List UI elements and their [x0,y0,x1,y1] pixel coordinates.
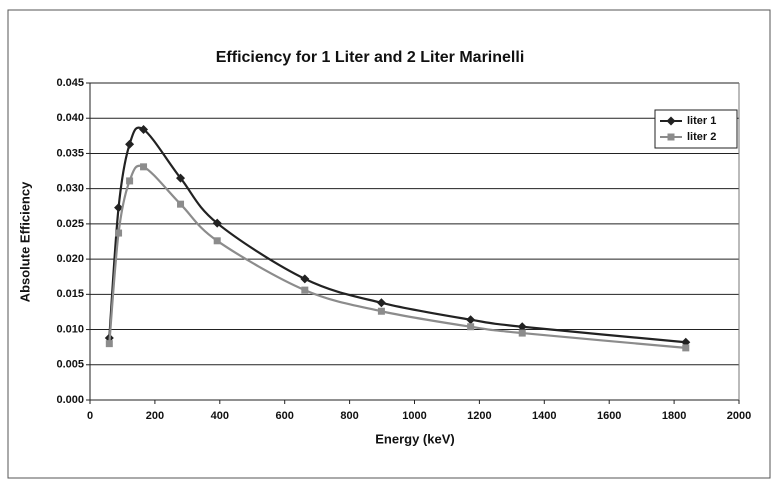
y-tick-label: 0.015 [56,288,84,300]
marker [125,139,135,149]
y-tick-label: 0.040 [56,112,84,124]
x-tick-label: 1600 [597,410,621,422]
x-tick-label: 800 [340,410,358,422]
x-axis-label: Energy (keV) [375,431,454,446]
marker [114,203,124,213]
marker [126,177,134,185]
chart-title: Efficiency for 1 Liter and 2 Liter Marin… [216,49,525,66]
marker [115,229,123,237]
marker [212,218,222,228]
marker [466,315,476,325]
marker [517,322,527,332]
x-tick-label: 0 [87,410,93,422]
y-tick-label: 0.005 [56,359,84,371]
marker [176,173,186,183]
y-tick-label: 0.045 [56,77,84,89]
marker [177,200,185,208]
x-tick-label: 2000 [727,410,751,422]
series-line [108,164,686,349]
legend-label: liter 1 [687,115,716,127]
marker [667,133,675,141]
y-axis-label: Absolute Efficiency [17,181,32,302]
y-tick-label: 0.020 [56,253,84,265]
x-tick-label: 1200 [467,410,491,422]
chart-frame [7,9,771,479]
marker [682,344,690,352]
y-tick-label: 0.000 [56,394,84,406]
legend-box [654,109,738,149]
y-tick-label: 0.010 [56,323,84,335]
marker [377,307,385,315]
marker [666,116,676,126]
marker [467,323,475,331]
marker [213,237,221,245]
x-tick-label: 1800 [662,410,686,422]
series-line [108,126,686,344]
marker [376,298,386,308]
marker [300,274,310,284]
x-tick-label: 1000 [402,410,426,422]
x-tick-label: 1400 [532,410,556,422]
y-tick-label: 0.025 [56,218,84,230]
y-tick-label: 0.035 [56,147,84,159]
marker [301,286,309,294]
x-tick-label: 200 [146,410,164,422]
marker [518,329,526,337]
legend-label: liter 2 [687,131,716,143]
marker [105,340,113,348]
marker [139,124,149,134]
x-tick-label: 600 [276,410,294,422]
y-tick-label: 0.030 [56,183,84,195]
x-tick-label: 400 [211,410,229,422]
marker [140,163,148,171]
